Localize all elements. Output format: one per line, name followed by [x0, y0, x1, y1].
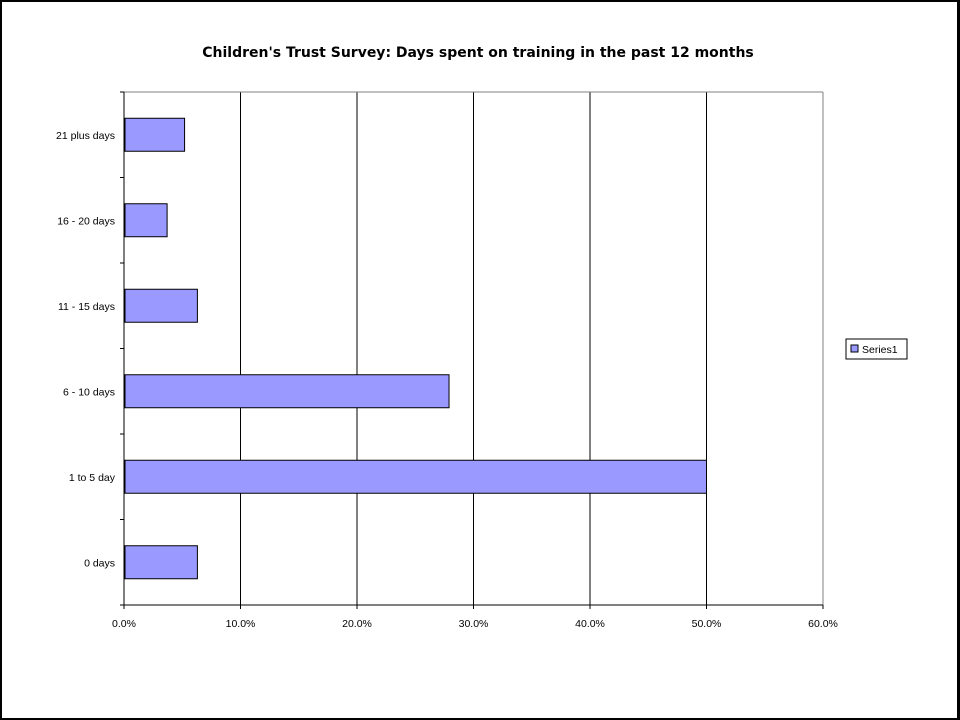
bars: [124, 117, 707, 580]
category-label: 11 - 15 days: [58, 301, 115, 313]
legend: Series1: [845, 338, 908, 360]
value-tick-label: 60.0%: [808, 618, 838, 630]
value-axis-labels: 0.0% 10.0% 20.0% 30.0% 40.0% 50.0% 60.0%: [112, 618, 838, 630]
bar: [124, 459, 707, 494]
value-tick-label: 0.0%: [112, 618, 136, 630]
value-tick-label: 10.0%: [226, 618, 256, 630]
chart-title: Children's Trust Survey: Days spent on t…: [202, 45, 754, 61]
legend-swatch: [850, 344, 859, 353]
bar: [124, 117, 186, 152]
gridlines: [124, 91, 824, 605]
value-tick-label: 20.0%: [342, 618, 372, 630]
category-label: 0 days: [84, 557, 115, 569]
category-label: 6 - 10 days: [63, 386, 115, 398]
category-axis-labels: 0 days 1 to 5 day 6 - 10 days 11 - 15 days 1…: [56, 130, 116, 570]
value-tick-label: 40.0%: [575, 618, 605, 630]
value-tick-label: 30.0%: [459, 618, 489, 630]
category-label: 1 to 5 day: [69, 472, 116, 484]
bar: [124, 203, 168, 238]
category-label: 16 - 20 days: [57, 215, 115, 227]
legend-box: [845, 338, 908, 360]
bar: [124, 545, 198, 580]
axes: [120, 91, 824, 609]
bar: [124, 374, 450, 409]
legend-label: Series1: [862, 344, 898, 356]
bar: [124, 288, 198, 323]
category-label: 21 plus days: [56, 130, 115, 142]
value-tick-label: 50.0%: [692, 618, 722, 630]
